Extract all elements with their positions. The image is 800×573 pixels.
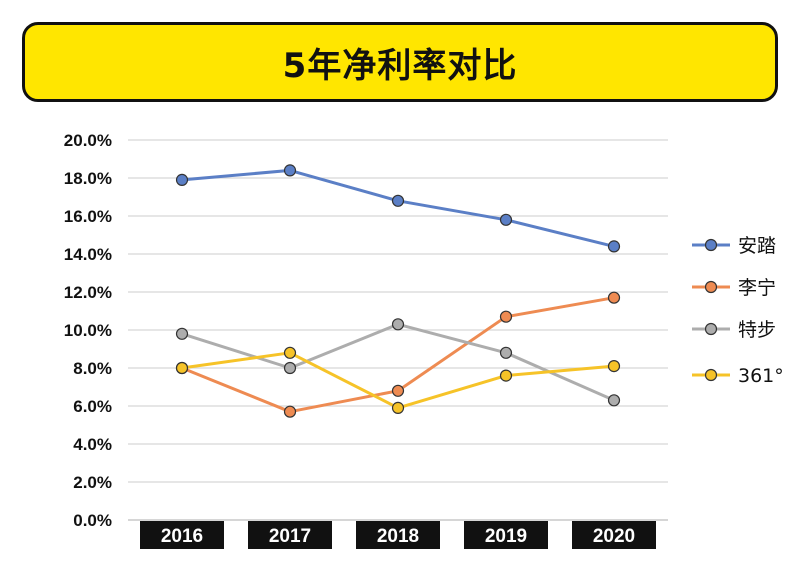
y-tick-label: 18.0% [64, 169, 112, 188]
x-tick-box [140, 521, 224, 549]
series-line [181, 351, 615, 410]
legend-marker [704, 238, 718, 252]
legend-label: 安踏 [738, 235, 776, 257]
legend-marker [704, 368, 718, 382]
x-tick-label: 2019 [485, 526, 527, 547]
title-banner: 5年净利率对比 [22, 22, 778, 102]
data-point [499, 369, 513, 382]
y-tick-label: 0.0% [73, 511, 112, 530]
x-tick-box [248, 521, 332, 549]
legend-marker [704, 322, 718, 336]
data-point [499, 213, 513, 226]
y-tick-label: 16.0% [64, 207, 112, 226]
y-tick-label: 14.0% [64, 245, 112, 264]
x-tick-label: 2020 [593, 526, 635, 547]
data-point [391, 318, 405, 331]
data-point [499, 310, 513, 323]
data-point [391, 384, 405, 397]
legend-label: 361° [738, 365, 784, 387]
data-point [175, 173, 189, 186]
x-tick-label: 2016 [161, 526, 203, 547]
x-tick-box [464, 521, 548, 549]
data-point [283, 361, 297, 375]
x-tick-box [356, 521, 440, 549]
legend-marker [704, 280, 718, 294]
data-point [499, 346, 513, 359]
y-tick-label: 20.0% [64, 131, 112, 150]
data-point [607, 240, 621, 253]
data-point [391, 401, 405, 414]
x-tick-label: 2018 [377, 526, 419, 547]
series-line [181, 168, 615, 248]
legend-label: 特步 [738, 319, 776, 341]
data-point [175, 327, 189, 340]
data-point [607, 360, 621, 373]
y-tick-label: 12.0% [64, 283, 112, 302]
y-tick-label: 2.0% [73, 473, 112, 492]
data-point [175, 361, 189, 375]
chart-title: 5年净利率对比 [282, 45, 518, 86]
x-tick-box [572, 521, 656, 549]
x-tick-label: 2017 [269, 526, 311, 547]
legend-label: 李宁 [738, 277, 776, 299]
data-point [283, 164, 297, 177]
y-tick-label: 10.0% [64, 321, 112, 340]
data-point [283, 405, 297, 418]
data-point [607, 291, 621, 304]
y-tick-label: 6.0% [73, 397, 112, 416]
y-tick-label: 8.0% [73, 359, 112, 378]
data-point [283, 346, 297, 359]
y-tick-label: 4.0% [73, 435, 112, 454]
data-point [607, 394, 621, 407]
data-point [391, 194, 405, 207]
